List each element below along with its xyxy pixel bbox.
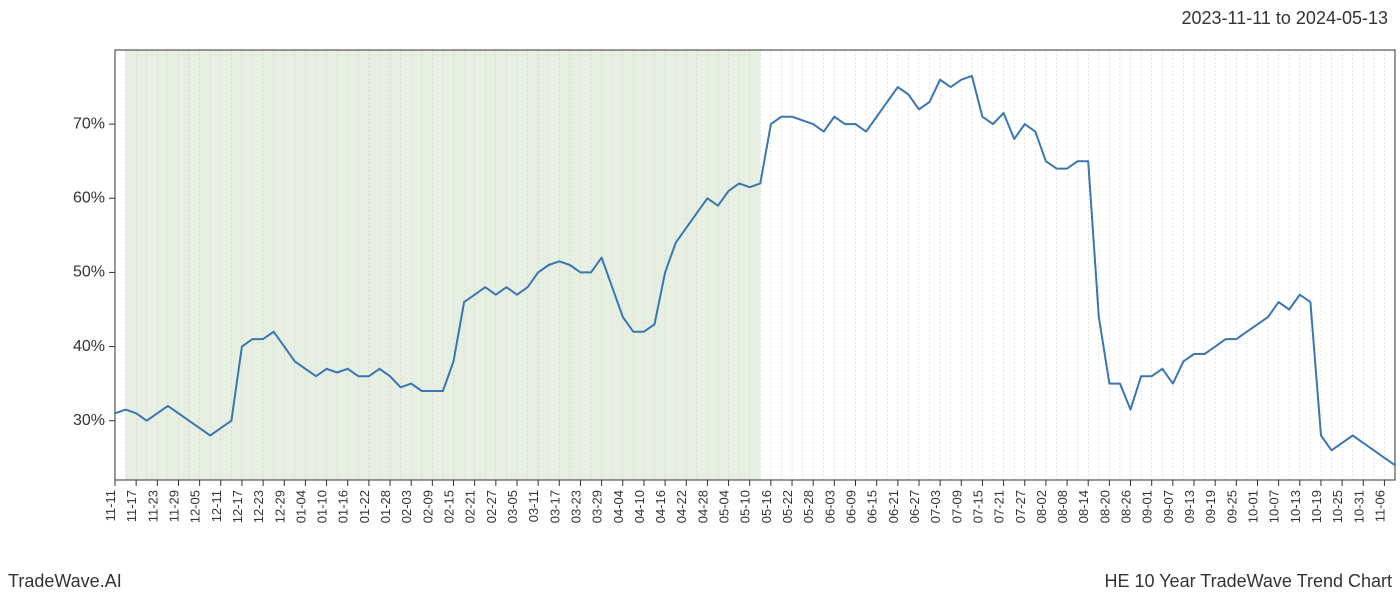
x-tick-label: 04-28	[695, 490, 710, 523]
y-tick-label: 70%	[73, 115, 105, 132]
x-tick-label: 01-28	[378, 490, 393, 523]
y-tick-label: 30%	[73, 412, 105, 429]
x-tick-label: 08-08	[1055, 490, 1070, 523]
x-tick-label: 05-04	[717, 490, 732, 523]
chart-title: HE 10 Year TradeWave Trend Chart	[1105, 571, 1393, 592]
x-tick-label: 05-22	[780, 490, 795, 523]
x-tick-label: 09-19	[1203, 490, 1218, 523]
x-tick-label: 12-17	[230, 490, 245, 523]
x-tick-label: 03-05	[505, 490, 520, 523]
x-tick-label: 02-09	[420, 490, 435, 523]
x-tick-label: 08-26	[1119, 490, 1134, 523]
x-tick-label: 02-15	[442, 490, 457, 523]
x-tick-label: 07-21	[992, 490, 1007, 523]
x-tick-label: 11-29	[166, 490, 181, 522]
x-tick-label: 07-27	[1013, 490, 1028, 523]
x-tick-label: 12-11	[209, 490, 224, 522]
x-tick-label: 04-16	[653, 490, 668, 523]
x-tick-label: 07-03	[928, 490, 943, 523]
x-tick-label: 04-22	[674, 490, 689, 523]
x-tick-label: 02-27	[484, 490, 499, 523]
trend-chart: 30% 40% 50% 60% 70% 11-11 11-17 11-23 11-29 12-05…	[60, 40, 1400, 560]
x-tick-label: 05-16	[759, 490, 774, 523]
x-tick-label: 04-10	[632, 490, 647, 523]
x-tick-label: 11-17	[124, 490, 139, 522]
x-tick-label: 10-31	[1351, 490, 1366, 523]
x-tick-label: 08-02	[1034, 490, 1049, 523]
x-tick-label: 10-01	[1245, 490, 1260, 523]
x-tick-label: 05-10	[738, 490, 753, 523]
x-tick-label: 10-19	[1309, 490, 1324, 523]
x-tick-label: 11-23	[145, 490, 160, 522]
x-tick-label: 06-09	[843, 490, 858, 523]
x-tick-label: 03-17	[547, 490, 562, 523]
x-tick-label: 07-15	[970, 490, 985, 523]
x-tick-label: 01-16	[336, 490, 351, 523]
y-tick-label: 40%	[73, 338, 105, 355]
x-tick-label: 01-10	[315, 490, 330, 523]
x-tick-label: 01-04	[293, 490, 308, 523]
x-tick-label: 06-15	[865, 490, 880, 523]
x-tick-label: 11-06	[1372, 490, 1387, 522]
y-tick-label: 60%	[73, 189, 105, 206]
x-tick-label: 06-21	[886, 490, 901, 523]
x-tick-label: 02-03	[399, 490, 414, 523]
x-tick-label: 10-25	[1330, 490, 1345, 523]
x-tick-label: 12-29	[272, 490, 287, 523]
x-tick-label: 03-11	[526, 490, 541, 522]
x-tick-label: 05-28	[801, 490, 816, 523]
x-tick-label: 03-23	[568, 490, 583, 523]
x-tick-label: 10-13	[1288, 490, 1303, 523]
x-tick-label: 09-01	[1140, 490, 1155, 523]
x-tick-label: 07-09	[949, 490, 964, 523]
x-tick-label: 09-13	[1182, 490, 1197, 523]
x-tick-label: 12-23	[251, 490, 266, 523]
brand-label: TradeWave.AI	[8, 571, 122, 592]
y-tick-label: 50%	[73, 264, 105, 281]
x-tick-label: 01-22	[357, 490, 372, 523]
x-tick-label: 11-11	[103, 490, 118, 521]
x-tick-label: 08-20	[1097, 490, 1112, 523]
x-tick-label: 03-29	[590, 490, 605, 523]
x-tick-label: 06-03	[822, 490, 837, 523]
date-range-label: 2023-11-11 to 2024-05-13	[1182, 8, 1389, 29]
x-tick-label: 04-04	[611, 490, 626, 523]
x-tick-label: 06-27	[907, 490, 922, 523]
x-tick-label: 08-14	[1076, 490, 1091, 523]
x-tick-label: 09-25	[1224, 490, 1239, 523]
x-tick-label: 12-05	[188, 490, 203, 523]
x-tick-label: 10-07	[1267, 490, 1282, 523]
x-tick-label: 02-21	[463, 490, 478, 523]
x-tick-label: 09-07	[1161, 490, 1176, 523]
